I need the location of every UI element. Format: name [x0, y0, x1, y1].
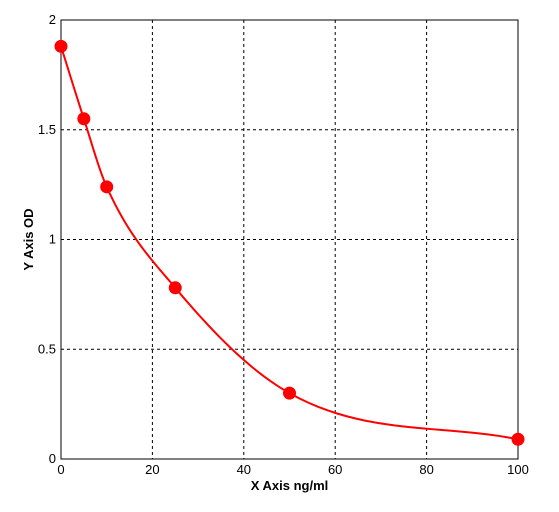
plot-frame	[60, 19, 519, 460]
data-point	[54, 39, 68, 53]
data-points	[54, 39, 525, 446]
x-tick-label: 20	[145, 462, 159, 477]
y-tick-label: 2	[49, 12, 56, 27]
y-tick-label: 1	[49, 232, 56, 247]
x-axis-label: X Axis ng/ml	[251, 478, 329, 493]
y-tick-label: 1.5	[38, 122, 56, 137]
x-tick-label: 0	[57, 462, 64, 477]
x-tick-label: 80	[419, 462, 433, 477]
grid-lines	[61, 20, 518, 459]
data-point	[77, 112, 91, 126]
x-tick-label: 60	[328, 462, 342, 477]
data-point	[168, 281, 182, 295]
y-tick-label: 0.5	[38, 341, 56, 356]
data-point	[511, 432, 525, 446]
y-tick-label: 0	[49, 451, 56, 466]
y-tick-labels: 0 0.5 1 1.5 2	[38, 12, 56, 466]
data-point	[100, 180, 114, 194]
x-tick-labels: 0 20 40 60 80 100	[57, 462, 528, 477]
data-point	[283, 386, 296, 400]
x-tick-label: 40	[237, 462, 251, 477]
fit-curve	[60, 46, 519, 441]
x-tick-label: 100	[507, 462, 529, 477]
y-axis-label: Y Axis OD	[21, 208, 36, 270]
